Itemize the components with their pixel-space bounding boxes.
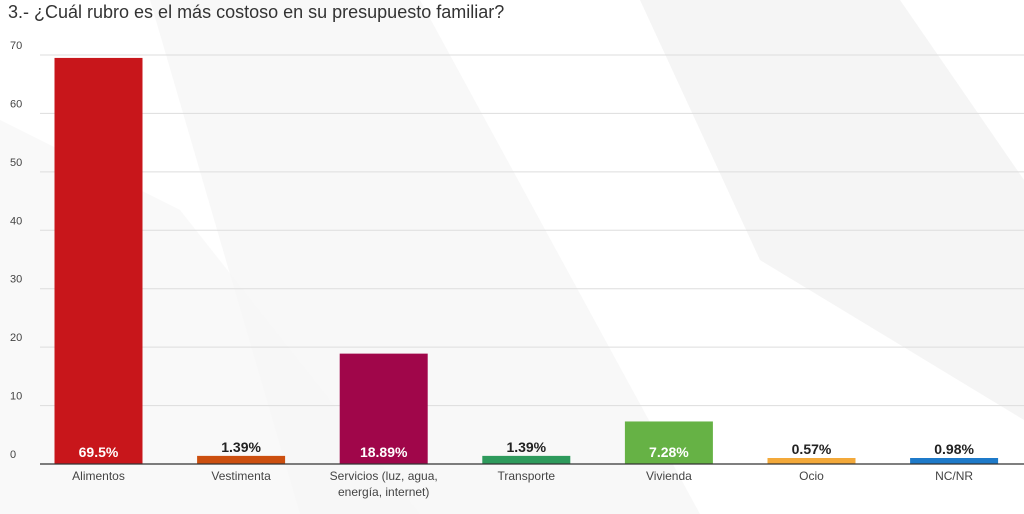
category-label: Servicios (luz, agua, bbox=[330, 469, 438, 483]
data-label: 7.28% bbox=[649, 444, 689, 460]
category-label: energía, internet) bbox=[338, 485, 429, 499]
bar bbox=[624, 421, 713, 464]
y-tick-label: 10 bbox=[10, 391, 22, 403]
category-label: NC/NR bbox=[935, 469, 973, 483]
data-label: 18.89% bbox=[360, 444, 408, 460]
category-label: Vivienda bbox=[646, 469, 692, 483]
bar bbox=[482, 455, 571, 464]
data-labels: 69.5% 1.39% 18.89% 1.39% 7.28% 0.57% 0.98% bbox=[79, 439, 975, 460]
bar bbox=[339, 353, 428, 464]
y-tick-label: 20 bbox=[10, 332, 22, 344]
data-label: 69.5% bbox=[79, 444, 119, 460]
category-label: Transporte bbox=[498, 469, 556, 483]
category-label: Alimentos bbox=[72, 469, 125, 483]
category-label: Ocio bbox=[799, 469, 824, 483]
bar bbox=[54, 57, 143, 465]
chart-title: 3.- ¿Cuál rubro es el más costoso en su … bbox=[8, 2, 504, 22]
y-tick-label: 70 bbox=[10, 40, 22, 52]
y-tick-label: 60 bbox=[10, 98, 22, 110]
bar bbox=[910, 458, 999, 464]
y-axis-ticks: 0 10 20 30 40 50 60 70 bbox=[10, 40, 22, 461]
data-label: 1.39% bbox=[506, 439, 546, 455]
y-tick-label: 30 bbox=[10, 274, 22, 286]
gridlines bbox=[40, 54, 1024, 407]
y-tick-label: 50 bbox=[10, 157, 22, 169]
bars bbox=[54, 57, 999, 465]
data-label: 0.57% bbox=[792, 441, 832, 457]
category-label: Vestimenta bbox=[211, 469, 271, 483]
bar bbox=[197, 455, 286, 464]
data-label: 0.98% bbox=[934, 441, 974, 457]
x-axis-categories: Alimentos Vestimenta Servicios (luz, agua,… bbox=[72, 469, 973, 499]
bar bbox=[767, 458, 856, 464]
y-tick-label: 0 bbox=[10, 449, 16, 461]
data-label: 1.39% bbox=[221, 439, 261, 455]
y-tick-label: 40 bbox=[10, 215, 22, 227]
